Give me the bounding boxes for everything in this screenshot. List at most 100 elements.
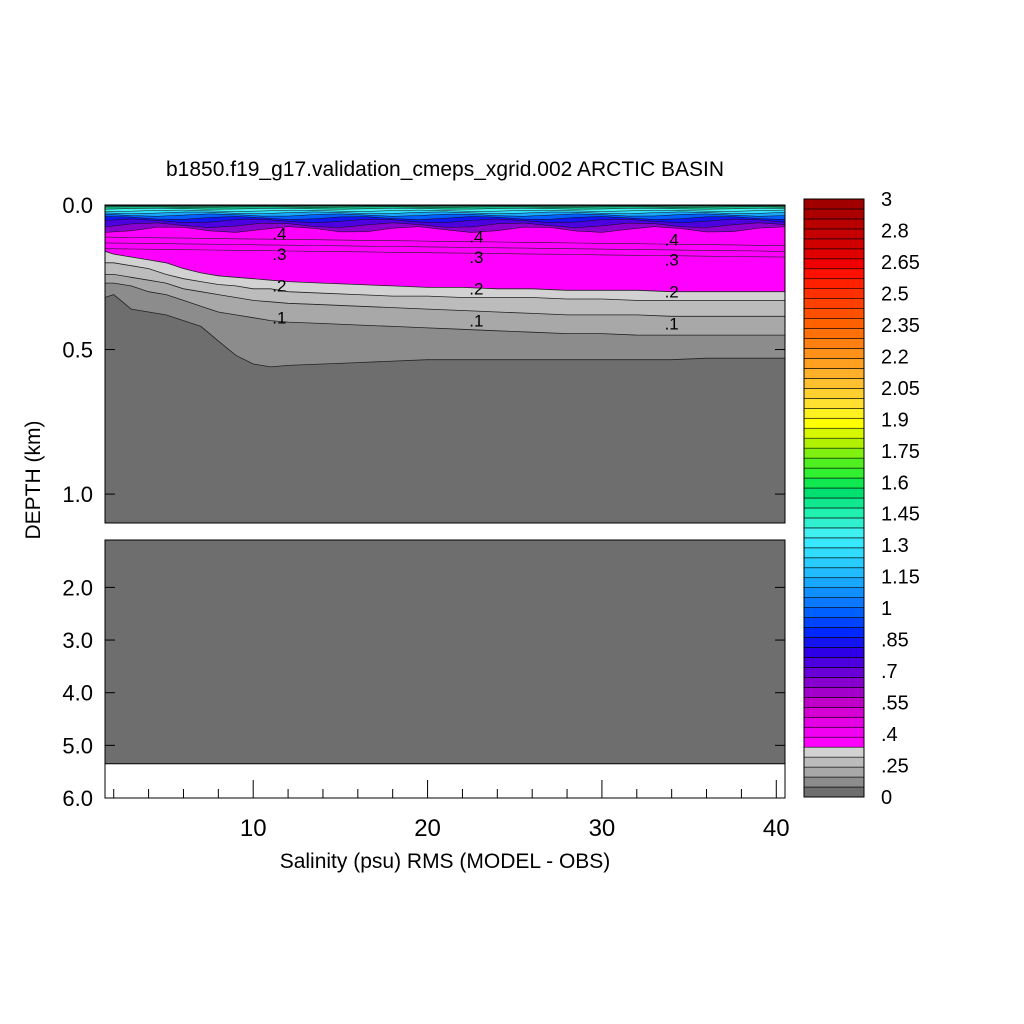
colorbar-swatch <box>803 687 865 698</box>
colorbar-swatch <box>803 726 865 738</box>
colorbar-swatch <box>803 627 865 638</box>
upper-panel-frame <box>104 204 786 524</box>
colorbar-label: 1.6 <box>881 472 909 494</box>
contour-label: .2 <box>665 283 679 302</box>
colorbar-swatch <box>803 238 865 250</box>
contour-label: .4 <box>665 230 679 249</box>
contour-label: .2 <box>469 280 483 299</box>
colorbar-swatch <box>803 198 865 210</box>
colorbar-label: 2.35 <box>881 315 920 337</box>
colorbar-swatch <box>803 697 865 708</box>
upper-depth-panel <box>104 204 786 524</box>
colorbar-swatch <box>803 607 865 618</box>
y-tick-label: 6.0 <box>62 786 93 811</box>
y-tick-label: 1.0 <box>62 482 93 507</box>
colorbar-swatch <box>803 597 865 608</box>
contour-line <box>104 236 786 246</box>
colorbar-swatch <box>803 388 865 399</box>
y-tick-label: 5.0 <box>62 733 93 758</box>
colorbar-swatch <box>803 407 865 419</box>
y-tick-label: 2.0 <box>62 575 93 600</box>
lower-panel-frame <box>104 539 786 799</box>
colorbar-label: .7 <box>881 661 898 683</box>
colorbar-swatch <box>803 278 865 290</box>
colorbar-swatch <box>803 517 865 529</box>
colorbar-swatch <box>803 667 865 678</box>
deep-region-fill <box>105 540 785 764</box>
colorbar-swatch <box>803 547 865 559</box>
x-tick-label: 30 <box>589 815 616 842</box>
colorbar-swatch <box>803 736 865 748</box>
colorbar-label: 2.2 <box>881 346 909 368</box>
colorbar-swatch <box>803 677 865 688</box>
colorbar-swatch <box>803 318 865 329</box>
x-tick-label: 10 <box>240 815 267 842</box>
y-tick-label: 0.5 <box>62 338 93 363</box>
colorbar-swatch <box>803 557 865 569</box>
x-tick-label: 20 <box>414 815 441 842</box>
colorbar-label: .25 <box>881 756 909 778</box>
colorbar-swatch <box>803 537 865 549</box>
colorbar-swatch <box>803 417 865 429</box>
colorbar-label: 1.15 <box>881 567 920 589</box>
y-axis-ticks: 0.0 0.5 1.0 2.0 3.0 4.0 5.0 6.0 <box>62 193 785 811</box>
x-tick-label: 40 <box>763 815 790 842</box>
colorbar-swatch <box>803 427 865 439</box>
contour-line <box>104 242 786 252</box>
contour-label: .2 <box>272 277 286 296</box>
colorbar-swatch <box>803 378 865 389</box>
colorbar-swatch <box>803 348 865 359</box>
colorbar-swatch <box>803 766 865 778</box>
colorbar-swatch <box>803 617 865 628</box>
colorbar-swatch <box>803 338 865 349</box>
contour-label: .3 <box>272 245 286 264</box>
colorbar-swatch <box>803 527 865 539</box>
colorbar-swatch <box>803 218 865 230</box>
colorbar-swatch <box>803 497 865 509</box>
colorbar-label: 3 <box>881 189 892 211</box>
colorbar-swatch <box>803 358 865 369</box>
y-tick-label: 4.0 <box>62 681 93 706</box>
x-axis-ticks: 10 20 30 40 <box>113 780 790 842</box>
colorbar-label: 2.5 <box>881 283 909 305</box>
colorbar-frame <box>803 198 865 798</box>
colorbar-swatch <box>803 587 865 598</box>
chart-title: b1850.f19_g17.validation_cmeps_xgrid.002… <box>166 158 724 181</box>
colorbar-swatch <box>803 567 865 579</box>
contour-labels: .1.2.3.4.1.2.3.4.1.2.3.4 <box>272 225 678 334</box>
colorbar-swatch <box>803 786 865 798</box>
colorbar-label: 1.9 <box>881 409 909 431</box>
colorbar-swatch <box>803 487 865 499</box>
y-axis-label: DEPTH (km) <box>22 421 45 540</box>
contour-label: .1 <box>469 311 483 330</box>
colorbar-swatch <box>803 657 865 668</box>
colorbar-swatch <box>803 368 865 379</box>
colorbar-swatch <box>803 746 865 758</box>
colorbar-swatch <box>803 308 865 319</box>
colorbar-label: .55 <box>881 693 909 715</box>
colorbar-swatch <box>803 258 865 270</box>
colorbar-label: 1.45 <box>881 504 920 526</box>
y-tick-label: 3.0 <box>62 628 93 653</box>
colorbar-label: 2.65 <box>881 252 920 274</box>
colorbar-label: .4 <box>881 724 898 746</box>
colorbar-swatch <box>803 507 865 519</box>
colorbar-swatch <box>803 716 865 728</box>
colorbar-label: 2.05 <box>881 378 920 400</box>
colorbar-swatch <box>803 776 865 788</box>
colorbar-label: .85 <box>881 630 909 652</box>
colorbar-label: 1.3 <box>881 535 909 557</box>
contour-label: .4 <box>272 225 286 244</box>
colorbar-swatch <box>803 477 865 489</box>
contour-label: .1 <box>665 314 679 333</box>
colorbar-swatch <box>803 298 865 309</box>
colorbar: 3 2.8 2.65 2.5 2.35 2.2 2.05 1.9 1.75 1.6 1.45 1.3 1… <box>803 189 920 809</box>
colorbar-label: 1 <box>881 598 892 620</box>
colorbar-label: 1.75 <box>881 441 920 463</box>
contour-label: .3 <box>665 251 679 270</box>
colorbar-swatch <box>803 398 865 409</box>
colorbar-swatch <box>803 437 865 449</box>
contour-label: .1 <box>272 309 286 328</box>
colorbar-swatch <box>803 228 865 240</box>
